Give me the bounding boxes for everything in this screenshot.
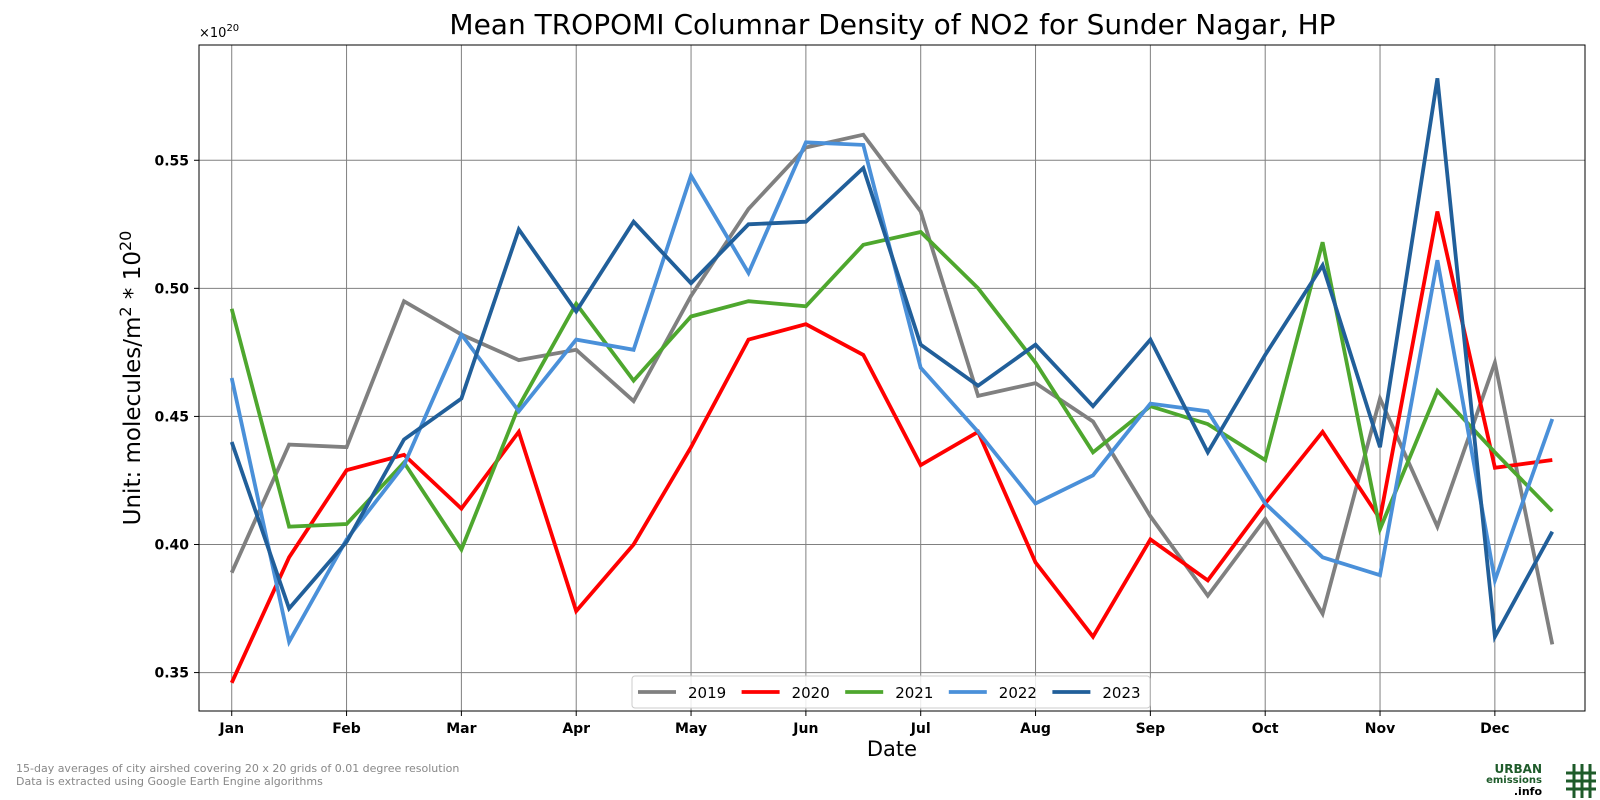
x-tick-label: Oct	[1252, 721, 1279, 737]
x-tick-label: Jun	[792, 721, 818, 737]
logo-text-emissions: emissions	[1486, 775, 1542, 786]
x-tick-label: May	[675, 721, 707, 737]
legend-label-2020: 2020	[792, 684, 830, 702]
x-tick-label: Sep	[1136, 721, 1166, 737]
y-offset-text: ×1020	[199, 23, 239, 41]
footnote-line-1: 15-day averages of city airshed covering…	[16, 762, 460, 775]
y-tick-label: 0.55	[154, 153, 189, 169]
footnote: 15-day averages of city airshed covering…	[16, 762, 459, 788]
legend-label-2022: 2022	[999, 684, 1037, 702]
legend-box	[631, 675, 1151, 709]
x-tick-label: Nov	[1365, 721, 1395, 737]
x-tick-label: Jul	[910, 721, 931, 737]
logo-grid-icon	[1566, 764, 1596, 798]
series-line-2019	[229, 132, 1555, 645]
y-tick-label: 0.50	[154, 281, 189, 297]
series-line-2023	[229, 78, 1554, 643]
urban-emissions-logo: URBAN emissions .info	[1486, 760, 1600, 800]
x-tick-label: Apr	[562, 721, 590, 737]
legend-label-2019: 2019	[688, 684, 726, 702]
series-line-2020	[229, 211, 1553, 684]
chart-title: Mean TROPOMI Columnar Density of NO2 for…	[449, 8, 1336, 41]
x-tick-label: Feb	[332, 721, 361, 737]
logo-text-urban: URBAN	[1494, 762, 1542, 776]
x-tick-label: Dec	[1480, 721, 1509, 737]
x-tick-label: Jan	[218, 721, 244, 737]
y-tick-label: 0.45	[154, 409, 189, 425]
y-axis-label: Unit: molecules/m2 * 1020	[116, 231, 146, 526]
x-tick-label: Aug	[1020, 721, 1051, 737]
axes-frame	[198, 44, 1586, 712]
legend-label-2023: 2023	[1102, 684, 1140, 702]
y-tick-label: 0.40	[154, 538, 189, 554]
x-axis-label: Date	[867, 737, 917, 761]
y-tick-label: 0.35	[154, 666, 189, 682]
x-tick-label: Mar	[446, 721, 476, 737]
logo-text-info: .info	[1513, 785, 1542, 798]
footnote-line-2: Data is extracted using Google Earth Eng…	[16, 775, 323, 788]
legend-label-2021: 2021	[895, 684, 933, 702]
